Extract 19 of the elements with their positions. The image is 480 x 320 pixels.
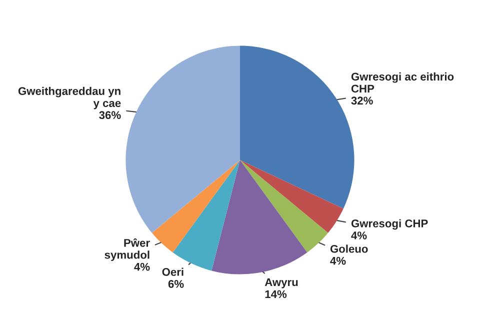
pie-slice	[126, 46, 240, 233]
slice-label: Pŵer symudol	[104, 238, 150, 261]
pie-slice	[212, 160, 308, 274]
data-label: 6%	[168, 280, 184, 288]
pie-slice	[152, 160, 240, 252]
slice-label: Awyru	[264, 278, 298, 288]
slice-label: Oeri	[162, 268, 184, 276]
pie-slice	[240, 160, 344, 233]
data-label: 36%	[99, 111, 121, 120]
data-label: 14%	[265, 290, 287, 298]
data-label: 4%	[351, 232, 367, 240]
pie-slice	[240, 160, 328, 252]
data-label: 4%	[134, 262, 150, 271]
slice-label: Gweithgareddau yn y cae	[18, 86, 121, 110]
slice-label: Goleuo	[330, 244, 368, 253]
data-label: 32%	[351, 96, 373, 105]
data-label: 4%	[330, 256, 346, 265]
slice-label: Gwresogi ac eithrio CHP	[351, 72, 454, 93]
slice-label: Gwresogi CHP	[351, 219, 428, 230]
